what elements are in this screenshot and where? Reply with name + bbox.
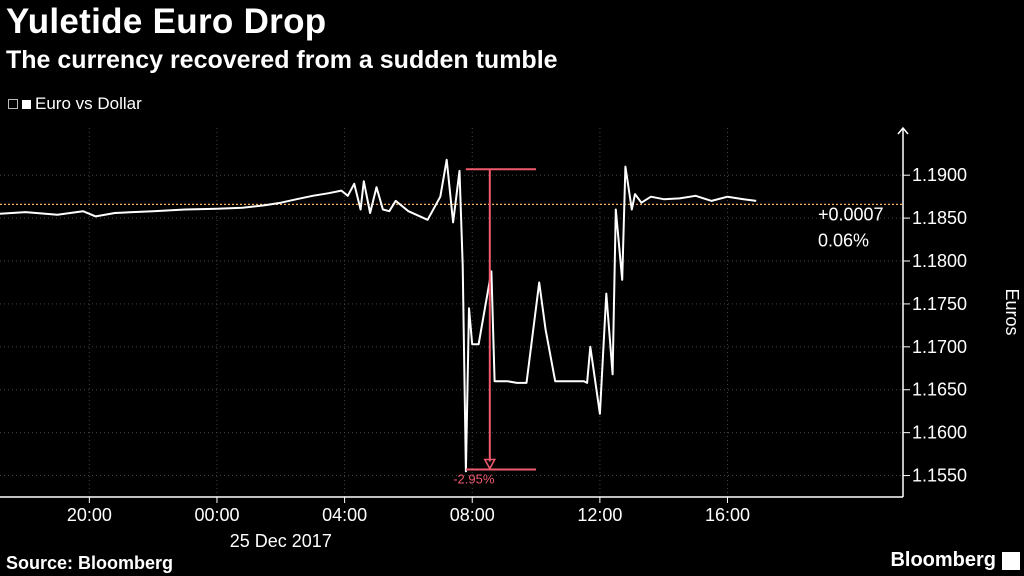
- legend-swatch-icon: [22, 99, 31, 109]
- y-tick-label: 1.1850: [912, 208, 967, 228]
- y-tick-label: 1.1700: [912, 337, 967, 357]
- y-tick-label: 1.1800: [912, 251, 967, 271]
- y-tick-label: 1.1650: [912, 380, 967, 400]
- drop-annotation: -2.95%: [453, 168, 537, 487]
- bloomberg-icon: [1002, 552, 1020, 570]
- x-tick-label: 04:00: [322, 505, 367, 525]
- x-tick-label: 00:00: [194, 505, 239, 525]
- arrow-down-icon: [483, 458, 497, 471]
- axes: [0, 126, 910, 503]
- legend: Euro vs Dollar: [8, 94, 142, 114]
- chart-title: Yuletide Euro Drop: [6, 2, 327, 41]
- chart-subtitle: The currency recovered from a sudden tum…: [6, 46, 558, 74]
- x-tick-label: 16:00: [705, 505, 750, 525]
- x-tick-label: 20:00: [67, 505, 112, 525]
- y-tick-label: 1.1750: [912, 294, 967, 314]
- date-label: 25 Dec 2017: [230, 531, 332, 551]
- series-line: [0, 158, 757, 473]
- change-label: +0.0007: [818, 204, 884, 224]
- x-tick-label: 12:00: [577, 505, 622, 525]
- legend-marker-icon: [8, 99, 18, 109]
- y-tick-label: 1.1900: [912, 165, 967, 185]
- change-pct-label: 0.06%: [818, 230, 869, 250]
- reference-line: +0.0007 0.06%: [0, 203, 903, 250]
- x-tick-label: 08:00: [450, 505, 495, 525]
- y-tick-label: 1.1550: [912, 466, 967, 486]
- tick-labels: 1.1550 1.1600 1.1650 1.1700 1.1750 1.1800 1.18…: [67, 165, 1022, 551]
- source-note: Source: Bloomberg: [6, 553, 174, 573]
- y-axis-label: Euros: [1002, 288, 1022, 335]
- y-axis-arrow-icon: [897, 126, 909, 135]
- drop-label: -2.95%: [453, 472, 495, 487]
- brand-logo: Bloomberg: [890, 549, 996, 571]
- series-lines: [0, 158, 757, 473]
- legend-label: Euro vs Dollar: [35, 94, 142, 113]
- grid-lines: [0, 128, 903, 497]
- y-tick-label: 1.1600: [912, 423, 967, 443]
